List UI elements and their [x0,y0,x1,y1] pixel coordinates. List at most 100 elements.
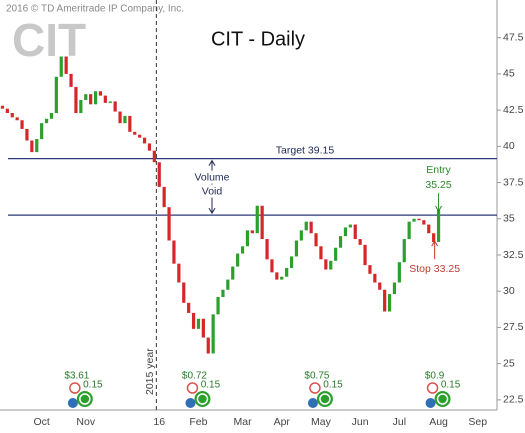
arrow-head [435,205,442,213]
candle [147,143,152,151]
candle [417,218,421,221]
chart-title: CIT - Daily [211,28,305,50]
candle [118,111,122,124]
event-icon [79,393,91,405]
candle [397,262,401,283]
candle [128,115,132,132]
candle [236,253,240,267]
candle [93,91,98,105]
candle [49,113,54,119]
candle [206,337,210,354]
candle [240,246,245,254]
y-tick-label: 42.5 [503,104,524,116]
level-label: Target 39.15 [276,144,335,156]
candle [25,128,29,141]
candle [412,218,416,222]
candle [98,91,103,96]
x-tick-label: Apr [274,416,291,428]
candle [59,56,63,77]
label-bg [192,170,232,184]
candle [338,236,343,248]
candle [177,263,181,283]
candle [304,221,308,231]
candle [358,239,362,245]
label-bg [192,184,232,198]
candle [329,260,333,270]
candle [44,118,49,124]
event-icon [69,382,81,394]
x-tick-label: Nov [76,416,95,428]
event-icon [436,393,449,405]
candle [79,99,83,114]
candle [162,186,166,208]
candle [407,221,411,240]
stop-label: Stop 33.25 [409,263,460,275]
arrow-head [208,159,216,166]
x-tick-label: Jul [393,416,406,428]
candle [108,101,112,103]
x-tick-label: Jun [352,416,369,428]
event-label: 0.15 [201,380,221,391]
x-tick-label: Feb [189,416,207,428]
copyright: 2016 © TD Ameritrade IP Company, Inc. [6,4,184,15]
x-tick-label: Mar [234,416,253,428]
event-label: 0.15 [323,380,343,391]
candle [368,265,372,274]
candle [231,266,235,280]
candle [15,117,19,121]
x-tick-label: Oct [33,416,49,428]
candle [294,240,299,257]
candle [378,282,382,290]
x-tick-label: 16 [153,416,165,428]
candle [133,131,137,135]
candle [343,227,348,237]
event-icon [309,382,321,394]
candle [216,296,220,315]
candle [373,273,377,283]
y-tick-label: 40 [503,140,515,152]
event-icon [186,382,199,394]
candle [392,282,397,295]
candle [363,244,367,266]
event-icon [185,398,196,408]
candle [138,134,142,138]
candle [245,230,250,247]
candle [348,224,352,228]
candle [275,272,279,280]
candle [187,302,191,313]
candle [289,256,294,269]
candle [299,230,303,241]
void-label: Volume [194,171,229,183]
candle [20,120,24,129]
arrow-head [208,207,216,215]
candle [221,289,225,297]
candle [74,86,78,114]
candle [30,140,34,153]
candle [226,279,230,290]
event-label: 0.15 [441,380,461,391]
candle [285,268,289,277]
x-tick-label: May [311,416,332,428]
candle [157,162,161,187]
x-tick-label: Aug [429,416,448,428]
event-label: 0.15 [83,380,103,391]
candle [123,115,127,124]
y-tick-label: 45 [503,68,515,80]
candle [422,220,426,225]
candle [172,240,176,264]
candle [250,230,254,234]
y-tick-label: 25 [503,357,515,369]
candle [260,205,264,240]
candle [152,150,156,163]
y-tick-label: 27.5 [503,321,524,333]
event-icon [307,398,318,408]
candle [402,239,406,263]
candle [196,318,201,329]
candle [280,276,284,280]
y-tick-label: 35 [503,213,515,225]
candle [201,318,205,338]
event-icon [67,398,78,408]
event-icon [425,398,436,408]
x-tick-label: Sep [468,416,487,428]
